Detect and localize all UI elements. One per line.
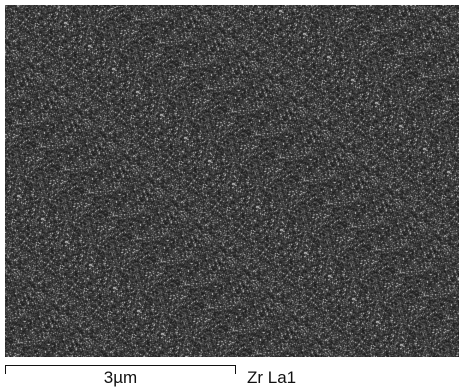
- eds-element-map: [5, 5, 459, 357]
- scale-bar: [5, 365, 236, 375]
- scale-bar-left-tick: [5, 365, 6, 374]
- scale-bar-right-tick: [235, 365, 236, 374]
- scale-bar-label: 3µm: [103, 368, 138, 387]
- element-line-label: Zr La1: [247, 368, 297, 387]
- scale-bar-line: [5, 365, 236, 366]
- zr-la1-noise-map: [5, 5, 459, 357]
